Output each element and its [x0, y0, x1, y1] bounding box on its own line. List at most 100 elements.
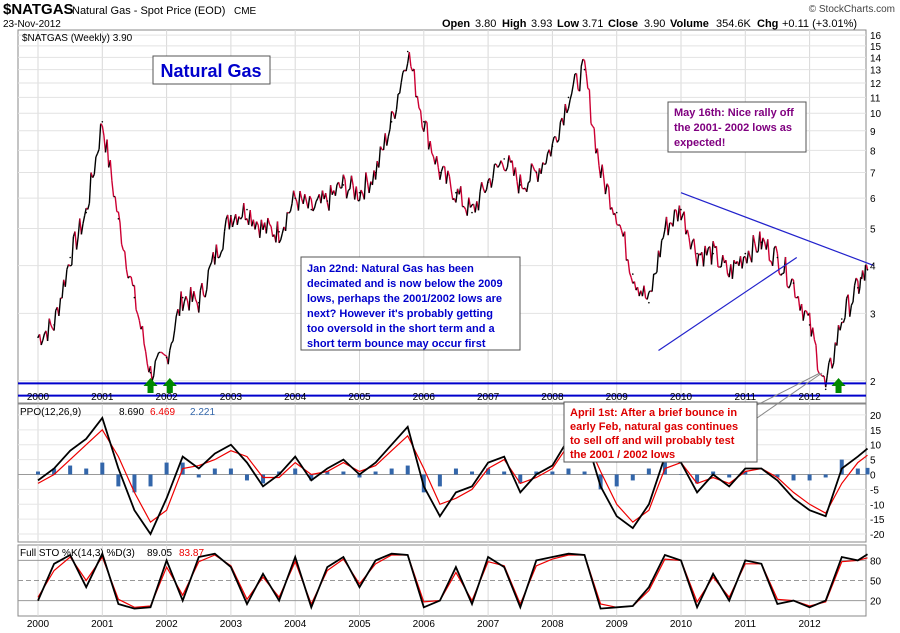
ppo-legend: PPO(12,26,9) 8.690 6.469 2.221 [20, 407, 215, 418]
ppo-hist-bar-27 [470, 471, 475, 475]
price-segment-251 [439, 171, 443, 180]
price-point-44 [744, 252, 747, 255]
annotation-0-line-0: Jan 22nd: Natural Gas has been [307, 263, 474, 275]
price-segment-9 [50, 324, 54, 329]
price-segment-343 [587, 87, 590, 91]
annotation-2-line-0: April 1st: After a brief bounce in [570, 407, 737, 419]
price-segment-230 [405, 63, 409, 72]
price-segment-4 [42, 333, 46, 341]
ppo-hist-bar-16 [293, 468, 298, 475]
ppo-hist-bar-38 [646, 468, 651, 475]
price-segment-518 [863, 265, 867, 281]
price-segment-106 [206, 269, 210, 290]
ppo-hist-bar-45 [759, 474, 764, 475]
price-segment-329 [564, 103, 568, 114]
price-segment-68 [145, 351, 148, 364]
trendline-1 [680, 192, 875, 267]
price-segment-360 [614, 213, 618, 225]
price-segment-369 [628, 272, 632, 278]
callout-line-a [756, 372, 821, 406]
price-point-31 [535, 171, 538, 174]
price-segment-308 [530, 163, 534, 167]
price-segment-494 [829, 357, 833, 369]
ppo-hist-bar-12 [228, 468, 233, 475]
price-segment-483 [812, 327, 816, 340]
price-point-37 [632, 273, 634, 275]
price-point-22 [390, 121, 393, 123]
price-segment-225 [397, 92, 401, 95]
title-box-text: Natural Gas [160, 61, 261, 81]
ppo-hist-bar-28 [486, 468, 491, 475]
price-segment-456 [769, 260, 772, 262]
price-ytick-5: 5 [870, 224, 876, 235]
price-segment-201 [358, 189, 362, 201]
price-segment-420 [710, 241, 714, 265]
price-segment-270 [469, 204, 473, 208]
price-xlabel-2009: 2009 [606, 392, 629, 403]
close-label: Close [608, 18, 638, 30]
price-segment-400 [678, 205, 682, 221]
price-segment-477 [802, 310, 806, 321]
price-segment-101 [198, 290, 202, 313]
price-segment-188 [337, 182, 341, 189]
price-segment-3 [40, 340, 44, 346]
price-segment-427 [722, 254, 726, 264]
price-segment-389 [661, 237, 664, 241]
price-point-23 [406, 50, 409, 53]
price-segment-339 [580, 59, 584, 67]
price-segment-503 [844, 298, 848, 318]
price-point-16 [294, 197, 297, 199]
price-segment-332 [569, 93, 573, 100]
price-segment-289 [500, 160, 504, 165]
price-segment-324 [556, 139, 560, 143]
price-segment-448 [756, 250, 759, 254]
price-segment-194 [347, 188, 351, 192]
price-point-17 [310, 208, 313, 211]
price-segment-52 [119, 222, 123, 245]
price-ytick-13: 13 [870, 66, 882, 77]
annotation-0-line-3: next? However it's probably getting [307, 308, 493, 320]
price-segment-520 [865, 264, 869, 270]
price-segment-28 [80, 223, 84, 235]
price-segment-227 [400, 72, 404, 83]
description: Natural Gas - Spot Price (EOD) [72, 5, 225, 17]
price-segment-83 [169, 343, 173, 351]
price-point-39 [664, 227, 666, 230]
price-point-50 [841, 318, 843, 320]
price-segment-174 [315, 198, 319, 202]
price-segment-33 [88, 172, 92, 204]
price-segment-238 [418, 107, 422, 111]
price-segment-218 [386, 135, 390, 146]
price-segment-405 [686, 229, 690, 238]
callout-line-b [756, 372, 823, 419]
ppo-hist-bar-22 [389, 468, 394, 475]
ppo-hist-bar-25 [437, 474, 442, 487]
annotation-1-line-0: May 16th: Nice rally off [674, 107, 794, 119]
price-xlabel-2011: 2011 [735, 392, 757, 403]
annotation-2-line-2: to sell off and will probably test [570, 435, 735, 447]
price-xlabel-2007: 2007 [477, 392, 500, 403]
price-segment-442 [746, 250, 750, 264]
price-segment-309 [532, 166, 536, 171]
price-segment-99 [194, 299, 198, 304]
price-segment-368 [627, 259, 631, 273]
price-segment-196 [350, 175, 354, 186]
price-segment-340 [582, 58, 585, 61]
price-segment-35 [92, 174, 95, 178]
ppo-hist-bar-23 [405, 465, 410, 475]
price-segment-460 [775, 245, 779, 254]
price-segment-127 [239, 216, 243, 220]
price-segment-167 [304, 194, 308, 202]
price-segment-245 [429, 141, 433, 154]
price-segment-58 [129, 275, 132, 278]
price-segment-51 [117, 211, 121, 223]
price-segment-366 [624, 231, 627, 261]
price-segment-98 [193, 291, 197, 300]
price-segment-63 [137, 314, 140, 321]
price-segment-393 [667, 222, 671, 236]
price-segment-429 [725, 260, 729, 275]
price-segment-172 [312, 207, 316, 212]
price-segment-302 [521, 187, 524, 190]
price-segment-86 [173, 316, 177, 331]
price-segment-2 [38, 334, 42, 346]
